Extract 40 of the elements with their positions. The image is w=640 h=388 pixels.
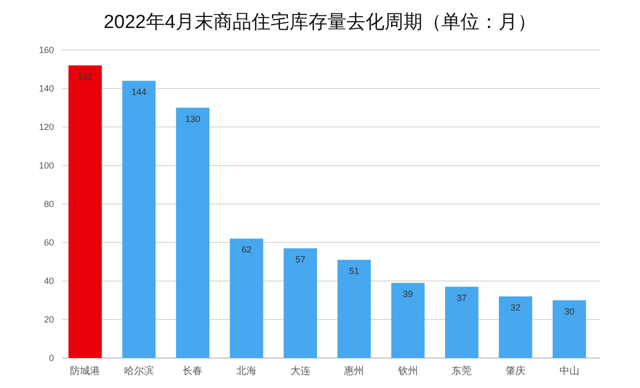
x-tick-label: 惠州	[343, 365, 364, 377]
data-label: 62	[242, 244, 252, 255]
y-tick-label: 100	[38, 160, 54, 170]
data-label: 39	[402, 288, 413, 299]
y-tick-label: 60	[44, 238, 54, 248]
x-tick-label: 哈尔滨	[124, 365, 154, 377]
y-tick-label: 40	[44, 276, 54, 286]
bar	[498, 296, 532, 358]
bar	[230, 238, 264, 358]
x-tick-label: 中山	[559, 365, 580, 377]
data-label: 152	[78, 71, 93, 82]
y-tick-label: 80	[44, 199, 54, 209]
data-label: 30	[564, 306, 574, 316]
data-label: 57	[295, 254, 306, 264]
y-tick-label: 140	[38, 84, 54, 94]
x-tick-label: 防城港	[70, 365, 100, 377]
bar	[122, 80, 156, 358]
x-tick-label: 长春	[182, 365, 203, 377]
data-label: 37	[456, 292, 467, 303]
x-tick-label: 北海	[236, 365, 257, 377]
data-label: 130	[185, 114, 200, 124]
bar	[552, 300, 586, 358]
bar	[176, 108, 210, 358]
bar	[68, 65, 102, 358]
bar	[284, 248, 318, 358]
y-tick-label: 160	[38, 45, 54, 55]
bar	[391, 282, 425, 358]
x-tick-label: 钦州	[396, 365, 418, 377]
y-tick-label: 0	[48, 353, 54, 363]
data-label: 32	[510, 302, 521, 312]
bar	[445, 286, 478, 358]
x-tick-label: 大连	[290, 365, 310, 377]
x-tick-label: 东莞	[452, 365, 472, 377]
data-label: 51	[349, 266, 360, 276]
chart-title: 2022年4月末商品住宅库存量去化周期（单位：月）	[104, 11, 536, 33]
x-tick-label: 肇庆	[506, 365, 526, 377]
y-tick-label: 20	[44, 314, 54, 324]
data-label: 144	[131, 86, 146, 97]
y-tick-label: 120	[38, 122, 54, 132]
bar	[337, 260, 371, 358]
